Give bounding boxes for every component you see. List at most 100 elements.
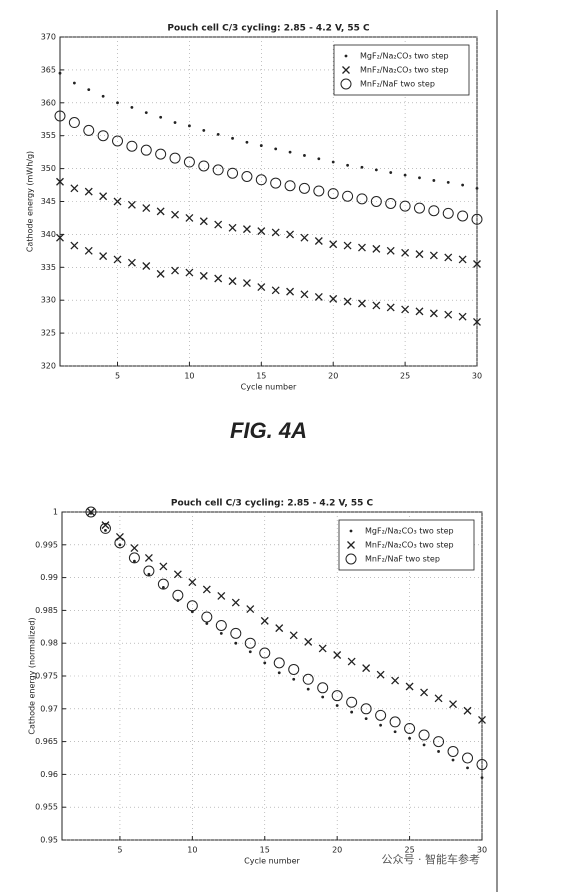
circle-marker [313,185,325,197]
dot-marker [216,132,220,136]
x-marker [434,694,443,703]
x-tick-label: 20 [328,372,338,381]
x-tick-label: 15 [256,372,266,381]
x-tick-label: 5 [115,372,120,381]
legend-box [333,44,470,96]
x-marker [159,562,168,571]
circle-marker [99,522,111,534]
circle-marker [428,205,440,217]
legend-marker [344,54,348,58]
dot-marker [205,622,209,625]
y-axis-label: Cathode energy (mWh/g) [26,151,35,252]
circle-marker [215,619,227,631]
circle-marker [476,759,488,771]
x-marker [113,197,122,206]
circle-marker [375,709,387,721]
figure-caption: FIG. 4A [230,418,307,443]
x-marker [473,317,481,326]
y-tick-label: 0.95 [40,836,58,845]
circle-marker [370,196,382,207]
x-marker [171,266,179,275]
x-marker [372,244,381,253]
y-tick-label: 0.995 [35,540,58,549]
legend-marker [349,529,353,533]
x-marker [127,258,136,267]
dot-marker [231,136,234,140]
x-marker [217,592,226,600]
circle-marker [259,647,271,659]
dot-marker [446,181,450,184]
dot-marker [274,147,278,151]
x-marker [286,230,295,239]
dot-marker [245,140,249,144]
circle-marker [172,589,184,601]
x-marker [199,271,208,280]
legend-label: MgF₂/Na₂CO₃ two step [365,527,454,536]
y-tick-label: 0.97 [40,704,58,713]
circle-marker [360,703,372,715]
dot-marker [72,81,76,85]
circle-marker [342,190,354,202]
dot-marker [292,677,296,681]
dot-marker [188,124,191,128]
y-axis-label: Cathode energy (normalized) [28,617,37,734]
circle-marker [270,177,282,189]
x-marker [185,268,194,277]
circle-marker [85,506,97,518]
x-marker [318,644,327,653]
x-tick-label: 25 [404,846,414,855]
x-marker [458,255,467,264]
y-tick-label: 0.975 [35,672,58,681]
x-marker [362,664,371,673]
x-marker [458,312,467,321]
x-axis-label: Cycle number [241,383,297,392]
x-tick-label: 15 [260,846,270,855]
x-tick-label: 25 [400,372,410,381]
circle-marker [143,565,155,577]
dot-marker [331,160,335,164]
dot-marker [461,183,465,187]
legend-label: MgF₂/Na₂CO₃ two step [360,52,449,61]
circle-marker [128,552,140,564]
x-marker [185,213,194,222]
circle-marker [418,729,430,741]
y-tick-label: 345 [41,197,56,206]
x-marker [314,237,323,245]
x-marker [376,670,385,679]
circle-marker [126,140,138,152]
y-tick-label: 355 [41,131,56,140]
circle-marker [447,745,459,757]
x-marker [358,299,366,308]
dot-marker [389,171,393,174]
circle-marker [413,202,425,214]
x-marker [358,243,366,252]
x-marker [343,297,352,306]
dot-marker [248,650,252,654]
x-marker [386,303,395,312]
circle-marker [201,611,213,623]
dot-marker [161,586,165,589]
x-marker [415,250,424,259]
y-tick-label: 0.99 [40,573,58,582]
dot-marker [173,121,177,124]
x-marker [113,255,122,264]
circle-marker [112,135,124,147]
dot-marker [104,528,107,532]
circle-marker [157,578,169,590]
circle-marker [442,207,454,219]
circle-marker [356,193,368,205]
x-marker [228,277,237,286]
x-marker [386,246,395,255]
y-tick-label: 0.955 [35,803,58,812]
circle-marker [230,627,242,639]
x-marker [391,676,400,685]
legend-marker [340,78,352,90]
y-tick-label: 370 [41,33,56,42]
dot-marker [101,94,105,98]
dot-marker [277,671,281,675]
x-marker [444,253,453,262]
legend-marker [347,541,355,549]
dot-marker [263,661,267,665]
circle-marker [331,690,343,702]
x-marker [242,279,251,288]
